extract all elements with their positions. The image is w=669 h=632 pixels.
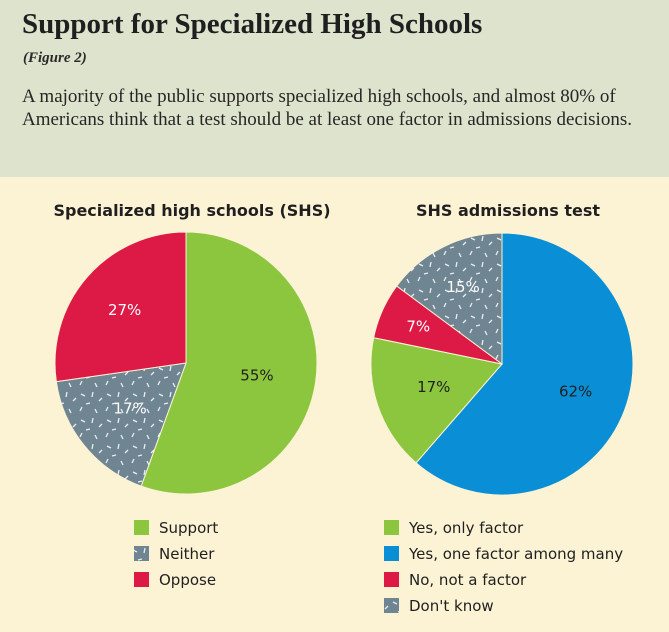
legend-label-neither: Neither <box>159 545 215 563</box>
pie-slice-oppose <box>54 231 187 383</box>
chart-title-shs: Specialized high schools (SHS) <box>53 201 330 220</box>
legend-swatch-oppose <box>134 572 149 587</box>
legend-swatch-yes-only-factor <box>384 520 399 535</box>
legend-shs: Support Neither Oppose <box>134 519 218 589</box>
legend-swatch-no-not-a-factor <box>384 572 399 587</box>
legend-label-support: Support <box>159 519 218 537</box>
pie-slice-support <box>140 231 318 495</box>
slice-label-yes-one-factor-among-many: 62% <box>559 383 592 401</box>
figure-number: (Figure 2) <box>23 50 87 66</box>
legend-label-no-not-a-factor: No, not a factor <box>409 571 527 589</box>
slice-label-oppose: 27% <box>108 301 141 319</box>
pie-slice-yes-one-factor-among-many <box>415 232 634 496</box>
chart-title-admissions-test: SHS admissions test <box>416 201 600 220</box>
legend-label-yes-only-factor: Yes, only factor <box>408 519 524 537</box>
slice-label-yes-only-factor: 17% <box>417 378 450 396</box>
slice-label-no-not-a-factor: 7% <box>406 318 430 336</box>
slice-label-don-t-know: 15% <box>446 278 479 296</box>
slice-label-neither: 17% <box>113 399 146 417</box>
figure-subtitle: A majority of the public supports specia… <box>22 86 632 130</box>
legend-swatch-neither <box>134 546 149 561</box>
slice-label-support: 55% <box>240 367 273 385</box>
legend-swatch-don-t-know <box>384 598 399 613</box>
figure-title: Support for Specialized High Schools <box>22 8 483 40</box>
pie-chart-admissions-test: 62% 17% 7% 15% <box>370 232 634 496</box>
pie-slice-neither <box>55 362 187 487</box>
legend-label-don-t-know: Don't know <box>409 597 494 615</box>
legend-label-yes-one-factor-among-many: Yes, one factor among many <box>408 545 623 563</box>
header-band: Support for Specialized High Schools (Fi… <box>0 0 669 177</box>
legend-label-oppose: Oppose <box>159 571 216 589</box>
pie-slice-don-t-know <box>396 232 503 365</box>
legend-admissions-test: Yes, only factor Yes, one factor among ma… <box>384 519 623 615</box>
legend-swatch-yes-one-factor-among-many <box>384 546 399 561</box>
legend-swatch-support <box>134 520 149 535</box>
pie-chart-shs: 55% 17% 27% <box>54 231 318 495</box>
pie-slice-yes-only-factor <box>370 337 503 464</box>
